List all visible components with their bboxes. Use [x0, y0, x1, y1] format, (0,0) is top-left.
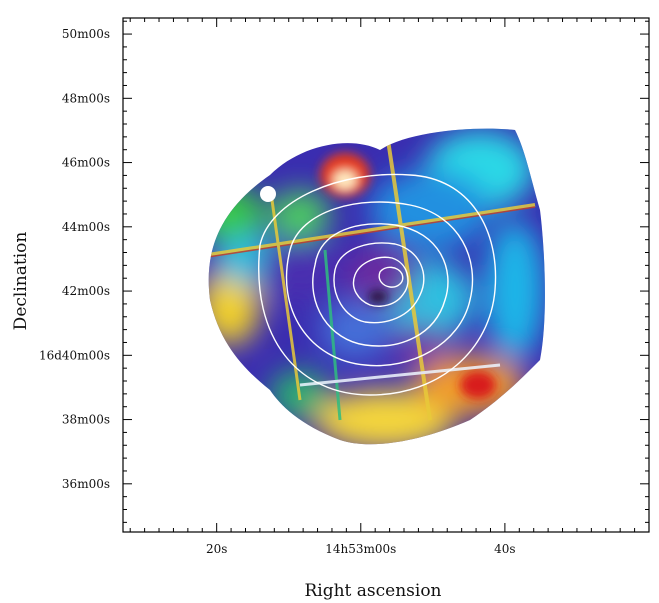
plot-frame: [122, 17, 650, 533]
y-tick-label: 16d40m00s: [39, 348, 110, 362]
y-tick-labels: 50m00s 48m00s 46m00s 44m00s 42m00s 16d40m00s 3…: [39, 27, 110, 491]
y-tick-label: 48m00s: [62, 91, 110, 105]
contour-lines: [258, 173, 497, 396]
y-axis-title: Declination: [11, 232, 31, 331]
y-tick-label: 42m00s: [62, 284, 110, 298]
x-tick-label: 14h53m00s: [325, 542, 396, 556]
y-tick-label: 46m00s: [62, 156, 110, 170]
y-tick-label: 38m00s: [62, 413, 110, 427]
y-tick-label: 44m00s: [62, 220, 110, 234]
x-axis-title: Right ascension: [304, 581, 441, 601]
y-tick-label: 36m00s: [62, 477, 110, 491]
x-tick-label: 20s: [206, 542, 227, 556]
y-tick-label: 50m00s: [62, 27, 110, 41]
axis-ticks: [123, 18, 650, 532]
x-tick-label: 40s: [494, 542, 515, 556]
intensity-map: [208, 128, 545, 445]
x-tick-labels: 20s 14h53m00s 40s: [206, 542, 516, 556]
